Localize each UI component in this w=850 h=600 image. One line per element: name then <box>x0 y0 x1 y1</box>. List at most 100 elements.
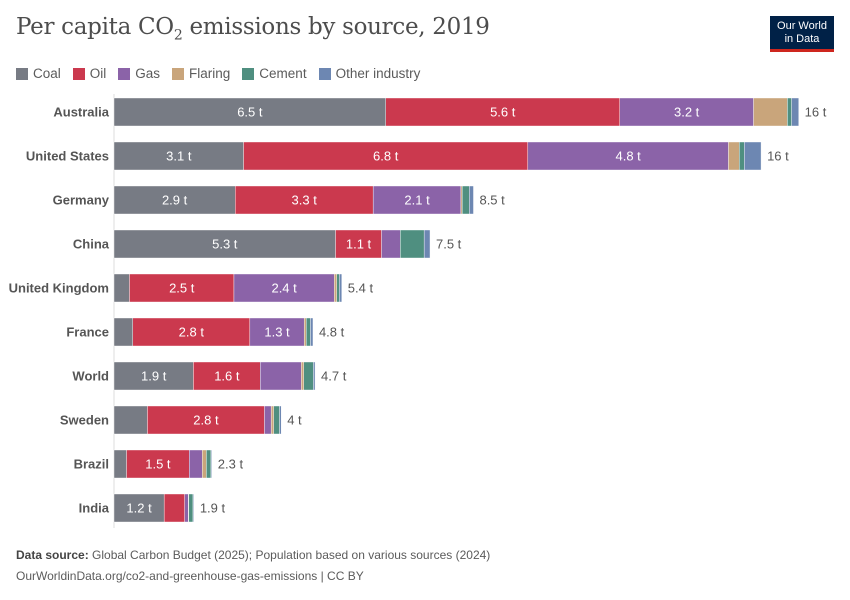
bar-segment-other-industry <box>791 97 799 127</box>
total-value-label: 4.8 t <box>319 325 345 340</box>
bar-segment-cement <box>303 361 314 391</box>
category-label: United States <box>26 149 109 164</box>
category-label: China <box>73 237 110 252</box>
bar-segment-oil <box>235 185 374 215</box>
bar-segment-gas <box>527 141 729 171</box>
legend: Coal Oil Gas Flaring Cement Other industry <box>16 66 420 81</box>
segment-value-label: 2.1 t <box>404 193 430 208</box>
segment-value-label: 5.6 t <box>490 105 516 120</box>
legend-swatch <box>172 67 185 80</box>
bar-segment-other-industry <box>469 185 474 215</box>
bar-segment-other-industry <box>313 361 316 391</box>
total-value-label: 5.4 t <box>348 281 374 296</box>
bar-segment-cement <box>787 97 792 127</box>
legend-item-coal[interactable]: Coal <box>16 66 61 81</box>
bar-segment-coal <box>113 229 336 259</box>
bar-segment-oil <box>243 141 529 171</box>
bar-segment-other-industry <box>339 273 343 303</box>
category-label: France <box>66 325 109 340</box>
bar-segment-oil <box>147 405 265 435</box>
total-value-label: 4.7 t <box>321 369 347 384</box>
bar-segment-gas <box>184 493 189 523</box>
segment-value-label: 1.3 t <box>264 325 290 340</box>
bar-segment-gas <box>264 405 272 435</box>
bar-segment-other-industry <box>310 317 314 347</box>
total-value-label: 16 t <box>767 149 789 164</box>
bar-segment-cement <box>273 405 280 435</box>
total-value-label: 1.9 t <box>200 501 226 516</box>
bar-segment-other-industry <box>192 493 195 523</box>
segment-value-label: 2.5 t <box>169 281 195 296</box>
title-subscript: 2 <box>173 27 183 44</box>
bar-segment-coal <box>113 273 130 303</box>
bar-segment-gas <box>189 449 203 479</box>
legend-swatch <box>242 67 255 80</box>
category-label: United Kingdom <box>9 281 109 296</box>
legend-label: Flaring <box>189 66 231 81</box>
bar-segment-cement <box>306 317 311 347</box>
segment-value-label: 2.8 t <box>179 325 205 340</box>
segment-value-label: 1.2 t <box>126 501 152 516</box>
bar-segment-oil <box>385 97 620 127</box>
legend-item-cement[interactable]: Cement <box>242 66 307 81</box>
bar-segment-cement <box>206 449 212 479</box>
bar-segment-flaring <box>728 141 740 171</box>
bar-segment-cement <box>739 141 745 171</box>
segment-value-label: 2.4 t <box>271 281 297 296</box>
segment-value-label: 1.5 t <box>145 457 171 472</box>
segment-value-label: 2.8 t <box>193 413 219 428</box>
legend-item-other-industry[interactable]: Other industry <box>318 66 420 81</box>
segment-value-label: 1.1 t <box>346 237 372 252</box>
title-text: Per capita CO <box>16 14 174 40</box>
legend-swatch <box>118 67 131 80</box>
segment-value-label: 6.8 t <box>373 149 399 164</box>
bar-segment-coal <box>113 97 386 127</box>
bar-segment-gas <box>372 185 462 215</box>
bar-segment-coal <box>113 361 194 391</box>
bar-segment-cement <box>336 273 340 303</box>
legend-swatch <box>16 67 28 80</box>
source-text: Global Carbon Budget (2025); Population … <box>88 548 491 562</box>
bar-segment-other-industry <box>744 141 762 171</box>
segment-value-label: 1.9 t <box>141 369 167 384</box>
category-label: Brazil <box>74 457 109 472</box>
bar-segment-gas <box>249 317 305 347</box>
logo-line1: Our World <box>777 20 827 32</box>
legend-item-oil[interactable]: Oil <box>72 66 106 81</box>
logo-line2: in Data <box>784 33 820 45</box>
bar-segment-gas <box>233 273 335 303</box>
bar-segment-flaring <box>301 361 304 391</box>
bar-segment-oil <box>163 493 185 523</box>
bar-segment-coal <box>113 185 236 215</box>
segment-value-label: 3.3 t <box>292 193 318 208</box>
segment-value-label: 3.2 t <box>674 105 700 120</box>
bar-segment-flaring <box>270 405 274 435</box>
title-text-rest: emissions by source, 2019 <box>182 14 490 40</box>
legend-item-gas[interactable]: Gas <box>118 66 160 81</box>
bar-segment-other-industry <box>210 449 213 479</box>
segment-value-label: 2.9 t <box>162 193 188 208</box>
bar-segment-coal <box>113 317 134 347</box>
category-label: Germany <box>53 193 110 208</box>
legend-label: Gas <box>135 66 161 81</box>
total-value-label: 2.3 t <box>218 457 244 472</box>
bar-segment-oil <box>132 317 251 347</box>
bar-segment-flaring <box>201 449 207 479</box>
owid-logo[interactable]: Our World in Data <box>770 16 834 52</box>
total-value-label: 8.5 t <box>479 193 505 208</box>
total-value-label: 16 t <box>805 105 827 120</box>
segment-value-label: 4.8 t <box>615 149 641 164</box>
bar-segment-coal <box>113 449 127 479</box>
bar-segment-flaring <box>753 97 788 127</box>
bar-segment-coal <box>113 405 148 435</box>
total-value-label: 4 t <box>287 413 302 428</box>
legend-item-flaring[interactable]: Flaring <box>172 66 230 81</box>
footer-source: Data source: Global Carbon Budget (2025)… <box>16 548 490 562</box>
bar-segment-flaring <box>303 317 307 347</box>
footer-url[interactable]: OurWorldinData.org/co2-and-greenhouse-ga… <box>16 569 364 583</box>
category-label: Sweden <box>60 413 109 428</box>
bar-segment-other-industry <box>279 405 282 435</box>
bar-segment-cement <box>400 229 425 259</box>
